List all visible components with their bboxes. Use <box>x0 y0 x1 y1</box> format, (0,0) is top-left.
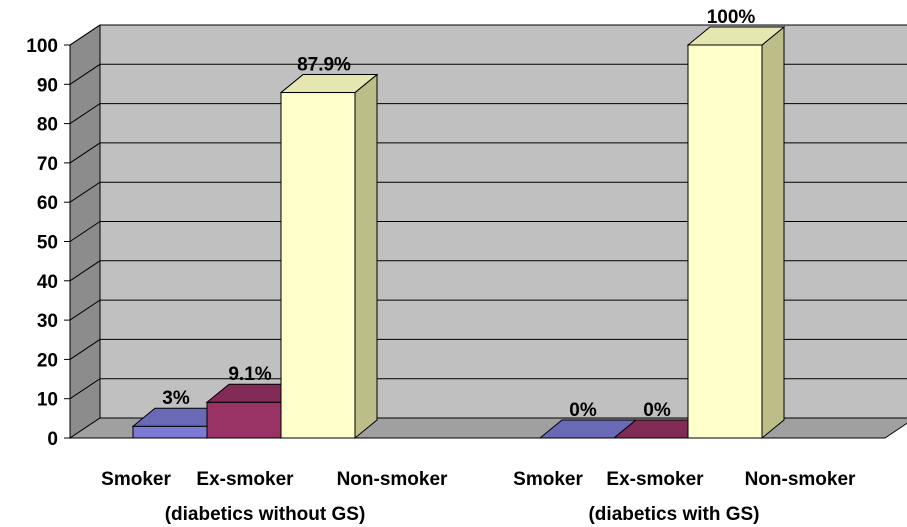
x-axis-categories: Smoker Ex-smoker Non-smoker (diabetics with… <box>101 469 856 525</box>
y-tick-label: 40 <box>37 272 58 293</box>
x-group-label: (diabetics with GS) <box>588 504 759 525</box>
x-category-label: Smoker <box>513 469 583 490</box>
data-labels: 3% 9.1% 87.9% 0% 0% 100% <box>162 7 755 421</box>
y-tick-label: 90 <box>37 75 58 96</box>
data-label: 9.1% <box>228 364 271 385</box>
gridline <box>69 181 907 203</box>
x-category-label: Non-smoker <box>337 469 448 490</box>
x-category-label: Non-smoker <box>745 469 856 490</box>
bar-top <box>686 26 786 46</box>
y-tick-label: 70 <box>37 154 58 175</box>
data-label: 0% <box>643 400 671 421</box>
gridline <box>69 24 907 46</box>
x-group-label: (diabetics without GS) <box>165 504 366 525</box>
y-tick-label: 80 <box>37 115 58 136</box>
y-tick-label: 20 <box>37 350 58 371</box>
y-tick-label: 60 <box>37 193 58 214</box>
bar-side <box>761 25 785 440</box>
y-axis: 0 10 20 30 40 50 60 70 80 90 100 <box>26 36 71 450</box>
data-label: 0% <box>569 400 597 421</box>
bar-top <box>279 74 379 94</box>
gridlines <box>69 24 907 400</box>
data-label: 3% <box>162 388 190 409</box>
y-tick-label: 10 <box>37 390 58 411</box>
y-tick-label: 100 <box>26 36 58 57</box>
bar-smoker-front <box>132 425 208 439</box>
x-category-label: Ex-smoker <box>606 469 704 490</box>
bar-side <box>354 73 378 440</box>
gridline <box>69 338 907 360</box>
y-tick-label: 0 <box>47 429 58 450</box>
gridline <box>69 221 907 242</box>
bars <box>131 25 786 440</box>
gridline <box>69 378 907 400</box>
bar-ex-smoker-front <box>206 401 282 439</box>
gridline <box>69 63 907 85</box>
gridline <box>69 103 907 125</box>
bar-non-smoker-front <box>687 44 763 439</box>
data-label: 87.9% <box>297 55 351 76</box>
gridline <box>69 260 907 282</box>
data-label: 100% <box>707 7 756 28</box>
y-tick-label: 30 <box>37 311 58 332</box>
x-category-label: Smoker <box>101 469 171 490</box>
gridline <box>69 299 907 321</box>
gridline <box>69 142 907 164</box>
y-tick-label: 50 <box>37 233 58 254</box>
bar-non-smoker-front <box>280 92 356 439</box>
x-category-label: Ex-smoker <box>196 469 294 490</box>
